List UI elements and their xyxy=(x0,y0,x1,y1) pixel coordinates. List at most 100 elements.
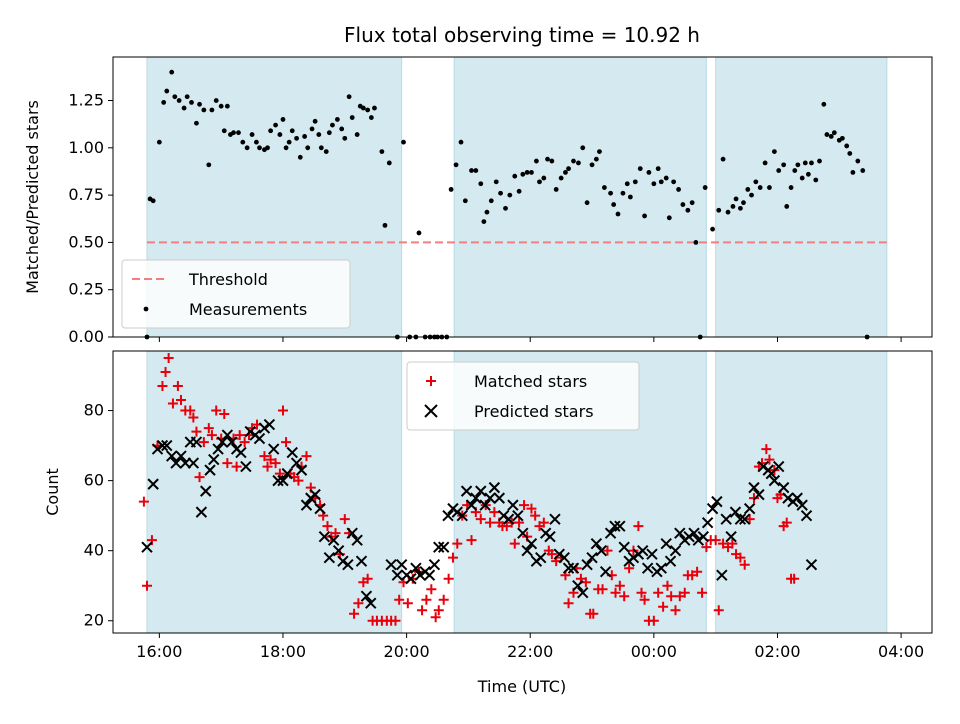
data-point xyxy=(597,584,608,595)
data-point xyxy=(800,509,813,522)
x-axis-label: Time (UTC) xyxy=(477,677,566,696)
data-point xyxy=(608,190,613,196)
data-point xyxy=(602,545,613,556)
data-point xyxy=(141,541,153,553)
data-point xyxy=(295,464,308,476)
data-point xyxy=(443,573,454,584)
data-point xyxy=(768,474,781,487)
data-point xyxy=(330,528,341,539)
data-point xyxy=(456,509,468,522)
data-point xyxy=(602,185,607,190)
data-point xyxy=(799,175,805,181)
data-point xyxy=(236,130,241,136)
data-point xyxy=(599,565,612,578)
data-point xyxy=(619,591,630,602)
data-point xyxy=(662,580,673,591)
data-point xyxy=(628,545,639,556)
data-point xyxy=(421,594,432,605)
data-point xyxy=(224,103,230,109)
data-point xyxy=(488,481,501,494)
data-point xyxy=(484,492,496,504)
data-point xyxy=(648,615,659,626)
data-point xyxy=(725,209,731,215)
data-point xyxy=(753,179,759,185)
data-point xyxy=(221,429,234,441)
data-point xyxy=(150,198,156,204)
data-point xyxy=(702,185,708,190)
data-point xyxy=(624,181,630,187)
data-point xyxy=(297,154,303,160)
data-point xyxy=(451,506,463,518)
data-point xyxy=(151,443,164,455)
data-point xyxy=(693,240,699,245)
data-point xyxy=(391,569,404,581)
data-point xyxy=(318,145,324,151)
legend-label: Measurements xyxy=(189,300,307,319)
data-point xyxy=(309,126,315,132)
data-point xyxy=(164,88,170,94)
data-point xyxy=(221,128,227,134)
data-point xyxy=(172,381,183,392)
data-point xyxy=(379,149,385,154)
data-point xyxy=(781,517,792,528)
data-point xyxy=(733,196,739,202)
data-point xyxy=(748,481,760,494)
y-axis-label: Count xyxy=(43,468,62,516)
data-point xyxy=(167,398,178,409)
data-point xyxy=(502,513,515,525)
data-point xyxy=(741,200,746,206)
data-point xyxy=(473,168,479,173)
data-point xyxy=(465,499,478,511)
data-point xyxy=(739,559,750,570)
data-point xyxy=(327,534,340,546)
data-point xyxy=(507,499,519,511)
data-point xyxy=(365,597,377,609)
data-point xyxy=(346,527,358,539)
data-point xyxy=(567,562,580,574)
data-point xyxy=(637,166,643,172)
data-point xyxy=(300,499,313,511)
data-point xyxy=(169,69,175,75)
data-point xyxy=(312,118,318,124)
data-point xyxy=(175,395,186,406)
data-point xyxy=(194,120,199,126)
data-point xyxy=(225,436,238,448)
data-point xyxy=(541,175,547,181)
data-point xyxy=(683,530,695,543)
data-point xyxy=(281,467,294,480)
data-point xyxy=(664,555,677,567)
data-point xyxy=(353,598,364,609)
data-point xyxy=(147,478,159,490)
data-point xyxy=(558,551,570,564)
data-point xyxy=(627,551,640,564)
data-point xyxy=(604,527,617,539)
data-point xyxy=(646,548,658,560)
data-point xyxy=(716,569,728,581)
data-point xyxy=(156,139,162,145)
data-point xyxy=(447,552,458,563)
data-point xyxy=(184,94,190,100)
data-point xyxy=(240,139,246,145)
data-point xyxy=(762,160,768,166)
data-point xyxy=(204,464,216,476)
data-point xyxy=(577,587,589,599)
data-point xyxy=(521,544,533,557)
data-point xyxy=(239,437,250,448)
data-point xyxy=(203,423,214,434)
data-point xyxy=(611,202,617,207)
data-point xyxy=(195,506,208,518)
data-point xyxy=(737,205,743,211)
data-point xyxy=(390,615,401,626)
data-point xyxy=(417,605,428,616)
data-point xyxy=(360,105,366,111)
data-point xyxy=(263,418,276,431)
data-point xyxy=(478,181,484,187)
data-point xyxy=(767,185,772,190)
data-point xyxy=(484,209,490,215)
data-point xyxy=(576,160,581,166)
data-point xyxy=(206,162,212,168)
data-point xyxy=(382,222,388,228)
data-point xyxy=(831,130,837,136)
data-point xyxy=(157,381,168,392)
data-point xyxy=(268,443,280,455)
